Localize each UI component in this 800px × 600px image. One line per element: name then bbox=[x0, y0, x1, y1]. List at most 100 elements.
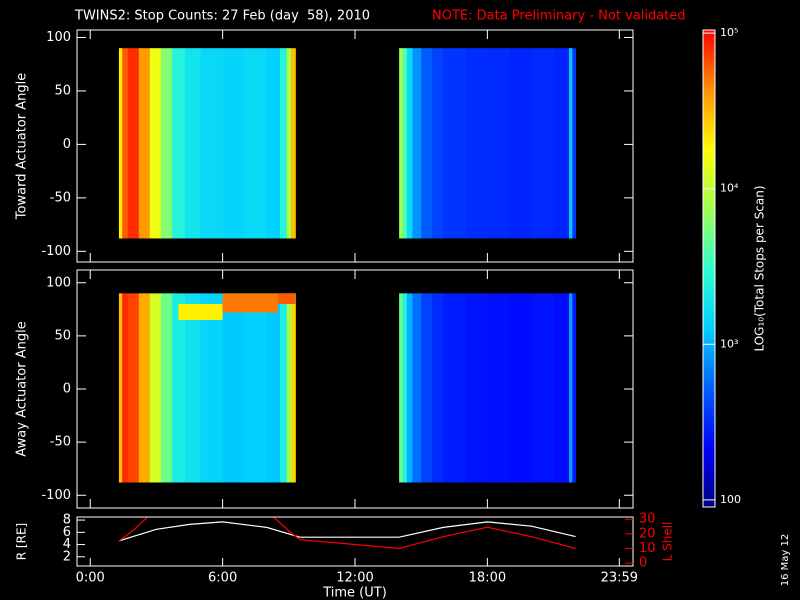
heatmap-cell bbox=[569, 293, 573, 483]
heatmap-cell bbox=[160, 48, 173, 239]
heatmap-cell bbox=[531, 293, 554, 483]
colorbar-label: LOG₁₀(Total Stops per Scan) bbox=[753, 185, 767, 351]
heatmap-patch bbox=[178, 304, 223, 320]
heatmap-cell bbox=[171, 293, 186, 483]
y2-tick-label: 30 bbox=[639, 512, 656, 527]
heatmap-cell bbox=[291, 48, 296, 239]
heatmap-cell bbox=[443, 48, 466, 239]
heatmap-cell bbox=[118, 48, 123, 239]
x-tick-label: 0:00 bbox=[76, 571, 105, 586]
heatmap-cell bbox=[421, 293, 433, 483]
heatmap-cell bbox=[465, 48, 488, 239]
heatmap-cell bbox=[244, 293, 268, 483]
y-tick-label: 50 bbox=[54, 83, 71, 98]
heatmap-cell bbox=[200, 48, 224, 239]
heatmap-cell bbox=[149, 48, 162, 239]
y-axis-label: Toward Actuator Angle bbox=[15, 73, 30, 220]
heatmap-cell bbox=[402, 293, 408, 483]
y-tick-label: 0 bbox=[63, 137, 71, 152]
heatmap-cell bbox=[509, 48, 532, 239]
heatmap-cell bbox=[127, 293, 140, 483]
heatmap-patch bbox=[277, 293, 296, 304]
date-stamp: 16 May 12 bbox=[780, 534, 791, 586]
heatmap-cell bbox=[412, 48, 422, 239]
heatmap-cell bbox=[465, 293, 488, 483]
colorbar-frame bbox=[702, 29, 716, 508]
y-tick-label: 6 bbox=[63, 525, 71, 540]
heatmap-cell bbox=[432, 48, 444, 239]
note: NOTE: Data Preliminary - Not validated bbox=[432, 9, 686, 24]
heatmap-cell bbox=[127, 48, 140, 239]
heatmap-cell bbox=[222, 48, 246, 239]
heatmap-cell bbox=[432, 293, 444, 483]
heatmap-cell bbox=[412, 293, 422, 483]
y2-tick-label: 20 bbox=[639, 526, 656, 541]
heatmap-cell bbox=[185, 48, 201, 239]
colorbar-tick-label: 10³ bbox=[720, 337, 738, 350]
y-tick-label: 50 bbox=[54, 328, 71, 343]
x-tick-label: 6:00 bbox=[208, 571, 237, 586]
y2-tick-label: 0 bbox=[639, 556, 647, 571]
heatmap-cell bbox=[266, 48, 281, 239]
y-tick-label: 2 bbox=[63, 549, 71, 564]
heatmap-cell bbox=[291, 293, 296, 483]
colorbar bbox=[703, 30, 715, 507]
heatmap-cell bbox=[222, 293, 246, 483]
heatmap-cell bbox=[185, 293, 201, 483]
y-axis-label: R [RE] bbox=[15, 523, 29, 560]
colorbar-tick-label: 100 bbox=[720, 493, 741, 506]
y-tick-label: -100 bbox=[41, 488, 71, 503]
heatmap-cell bbox=[553, 293, 570, 483]
heatmap-patch bbox=[222, 293, 278, 313]
heatmap-cell bbox=[160, 293, 173, 483]
y2-axis-label: L Shell bbox=[661, 522, 675, 562]
colorbar-tick-label: 10⁵ bbox=[720, 26, 738, 39]
x-tick-label: 23:59 bbox=[601, 571, 638, 586]
heatmap-cell bbox=[421, 48, 433, 239]
y-tick-label: 8 bbox=[63, 513, 71, 528]
y-tick-label: -50 bbox=[50, 435, 71, 450]
heatmap-cell bbox=[171, 48, 186, 239]
series-line bbox=[118, 521, 576, 542]
heatmap-cell bbox=[138, 293, 151, 483]
heatmap-cell bbox=[402, 48, 408, 239]
colorbar-tick-label: 10⁴ bbox=[720, 182, 739, 195]
heatmap-cell bbox=[443, 293, 466, 483]
heatmap-cell bbox=[149, 293, 162, 483]
heatmap-cell bbox=[118, 293, 123, 483]
heatmap-cell bbox=[572, 48, 577, 239]
heatmap-cell bbox=[266, 293, 281, 483]
heatmap-cell bbox=[279, 293, 288, 483]
heatmap-cell bbox=[122, 48, 129, 239]
y-tick-label: -100 bbox=[41, 244, 71, 259]
heatmap-cell bbox=[122, 293, 129, 483]
heatmap-cell bbox=[244, 48, 268, 239]
heatmap-cell bbox=[399, 293, 403, 483]
x-tick-label: 12:00 bbox=[336, 571, 373, 586]
y-axis-label: Away Actuator Angle bbox=[15, 321, 30, 456]
heatmap-cell bbox=[279, 48, 288, 239]
heatmap-cell bbox=[509, 293, 532, 483]
heatmap-cell bbox=[553, 48, 570, 239]
heatmap-cell bbox=[200, 293, 224, 483]
chart-title: TWINS2: Stop Counts: 27 Feb (day 58), 20… bbox=[74, 9, 370, 24]
heatmap-cell bbox=[487, 293, 510, 483]
y-tick-label: 100 bbox=[46, 30, 71, 45]
heatmap-cell bbox=[406, 48, 413, 239]
series-line bbox=[118, 517, 576, 550]
heatmap-cell bbox=[399, 48, 403, 239]
x-tick-label: 18:00 bbox=[469, 571, 506, 586]
heatmap-cell bbox=[406, 293, 413, 483]
y-tick-label: 4 bbox=[63, 537, 71, 552]
heatmap-cell bbox=[286, 48, 292, 239]
heatmap-cell bbox=[286, 293, 292, 483]
y-tick-label: 100 bbox=[46, 275, 71, 290]
heatmap-cell bbox=[569, 48, 573, 239]
heatmap-cell bbox=[531, 48, 554, 239]
y-tick-label: -50 bbox=[50, 190, 71, 205]
heatmap-cell bbox=[572, 293, 577, 483]
heatmap-cell bbox=[138, 48, 151, 239]
x-axis-label: Time (UT) bbox=[322, 586, 387, 600]
heatmap-cell bbox=[487, 48, 510, 239]
y2-tick-label: 10 bbox=[639, 541, 656, 556]
